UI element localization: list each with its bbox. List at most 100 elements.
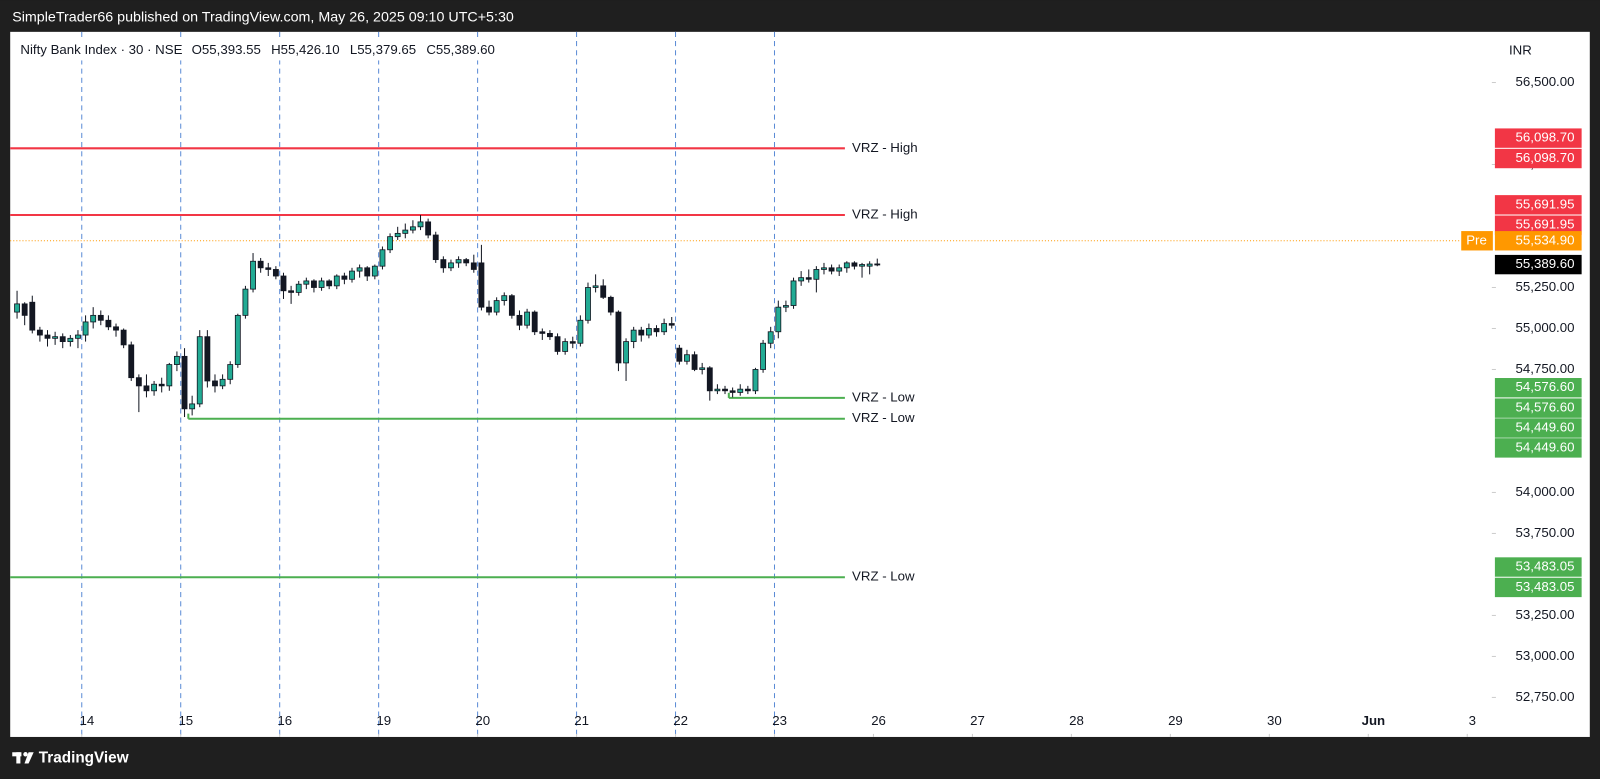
price-badge-label: 54,576.60 bbox=[1516, 400, 1575, 415]
candle-body bbox=[775, 306, 782, 333]
candle-body bbox=[668, 323, 675, 326]
price-badge bbox=[1494, 148, 1582, 169]
x-tick-label: 23 bbox=[772, 713, 787, 728]
price-badge-label: 56,098.70 bbox=[1516, 130, 1575, 145]
candle-body bbox=[828, 267, 835, 272]
x-tick-label: 15 bbox=[178, 713, 193, 728]
y-tick-label: 53,250.00 bbox=[1516, 607, 1575, 622]
price-badge bbox=[1494, 128, 1582, 148]
candle-body bbox=[250, 260, 256, 290]
candle-body bbox=[729, 390, 736, 393]
candle-body bbox=[120, 329, 127, 346]
candle-body bbox=[493, 300, 500, 313]
candle-body bbox=[425, 221, 432, 236]
candle-body bbox=[744, 388, 751, 392]
candle-body bbox=[501, 295, 508, 302]
ohlc-value: 55,379.65 bbox=[357, 42, 416, 57]
candle-body bbox=[866, 263, 873, 267]
price-badge-label: 54,449.60 bbox=[1516, 420, 1575, 435]
candle-body bbox=[409, 226, 416, 231]
candle-body bbox=[29, 301, 36, 331]
level-label-bg bbox=[846, 140, 921, 157]
candle-body bbox=[798, 277, 805, 282]
price-badge-label: 53,483.05 bbox=[1516, 579, 1575, 594]
candle-body bbox=[196, 336, 203, 405]
price-badge-label: 54,576.60 bbox=[1516, 379, 1575, 394]
candle-body bbox=[59, 336, 66, 343]
y-tick-label: 53,750.00 bbox=[1516, 525, 1575, 540]
x-tick-label: 16 bbox=[277, 713, 292, 728]
candle-body bbox=[455, 259, 462, 264]
candle-body bbox=[843, 262, 850, 269]
candle-body bbox=[52, 336, 59, 339]
chart-area bbox=[10, 31, 1590, 737]
candle-body bbox=[645, 328, 652, 336]
candle-body bbox=[524, 311, 531, 326]
candle-body bbox=[539, 331, 546, 334]
candle-body bbox=[288, 290, 295, 293]
price-badge bbox=[1494, 398, 1582, 418]
candle-body bbox=[592, 285, 599, 288]
candle-body bbox=[767, 331, 774, 344]
price-badge-label: 53,483.05 bbox=[1516, 559, 1575, 574]
candle-body bbox=[326, 280, 333, 287]
y-tick-label: 54,000.00 bbox=[1516, 484, 1575, 499]
pre-badge bbox=[1494, 231, 1582, 251]
price-badge bbox=[1494, 418, 1582, 438]
price-badge bbox=[1494, 577, 1582, 598]
level-label: VRZ - High bbox=[852, 207, 918, 222]
candle-body bbox=[706, 367, 713, 392]
ohlc-value: 55,426.10 bbox=[281, 42, 340, 57]
currency: INR bbox=[1509, 43, 1532, 58]
candle-body bbox=[661, 323, 668, 333]
candle-body bbox=[714, 388, 721, 392]
x-tick-label: 28 bbox=[1069, 713, 1084, 728]
candle-body bbox=[615, 311, 622, 364]
ohlc-key: C bbox=[426, 42, 436, 57]
level-label-bg bbox=[846, 569, 921, 586]
x-tick-label: 29 bbox=[1168, 713, 1183, 728]
candle-body bbox=[75, 334, 81, 339]
candle-body bbox=[227, 364, 234, 380]
candle-body bbox=[600, 285, 607, 298]
candle-body bbox=[371, 265, 378, 277]
candle-body bbox=[387, 236, 393, 251]
candle-body bbox=[470, 262, 477, 270]
candle-body bbox=[21, 303, 28, 316]
ohlc-value: 55,389.60 bbox=[436, 42, 495, 57]
candle-body bbox=[204, 336, 211, 382]
x-tick-label: 22 bbox=[673, 713, 688, 728]
candle-body bbox=[151, 383, 158, 392]
candle-body bbox=[105, 319, 112, 328]
candle-body bbox=[212, 380, 218, 387]
candle-body bbox=[569, 341, 576, 344]
brand-logo bbox=[12, 752, 34, 764]
x-tick-label: Jun bbox=[1362, 713, 1386, 728]
candle-body bbox=[349, 270, 355, 280]
x-tick-label: 20 bbox=[475, 713, 490, 728]
candle-body bbox=[874, 263, 881, 266]
candle-body bbox=[676, 347, 683, 362]
y-tick-label: 55,250.00 bbox=[1516, 279, 1575, 294]
candle-body bbox=[752, 369, 759, 392]
candle-body bbox=[638, 329, 645, 336]
candle-body bbox=[562, 341, 569, 352]
candle-body bbox=[242, 288, 249, 316]
last-price-badge bbox=[1494, 254, 1582, 275]
candle-body bbox=[280, 275, 287, 292]
candle-body bbox=[805, 277, 812, 280]
pre-tag-label: Pre bbox=[1466, 232, 1487, 247]
level-label: VRZ - Low bbox=[852, 410, 915, 425]
candle-body bbox=[699, 367, 706, 370]
candle-body bbox=[836, 267, 843, 272]
candle-body bbox=[67, 337, 74, 343]
candle-body bbox=[448, 262, 454, 269]
ohlc-key: H bbox=[271, 42, 281, 57]
candle-body bbox=[113, 326, 119, 331]
candle-body bbox=[189, 403, 196, 410]
candle-body bbox=[379, 249, 386, 267]
candle-body bbox=[813, 269, 820, 280]
candle-body bbox=[432, 234, 439, 261]
y-tick-label: 54,750.00 bbox=[1516, 361, 1575, 376]
candle-body bbox=[394, 232, 401, 238]
